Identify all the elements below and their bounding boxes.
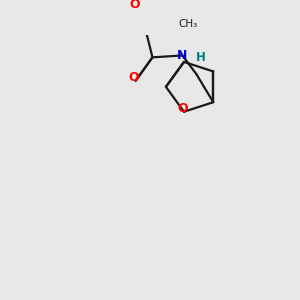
Text: N: N xyxy=(177,49,188,62)
Text: O: O xyxy=(129,0,140,11)
Text: O: O xyxy=(128,71,139,85)
Text: CH₃: CH₃ xyxy=(179,19,198,29)
Text: O: O xyxy=(178,103,188,116)
Text: H: H xyxy=(196,51,206,64)
